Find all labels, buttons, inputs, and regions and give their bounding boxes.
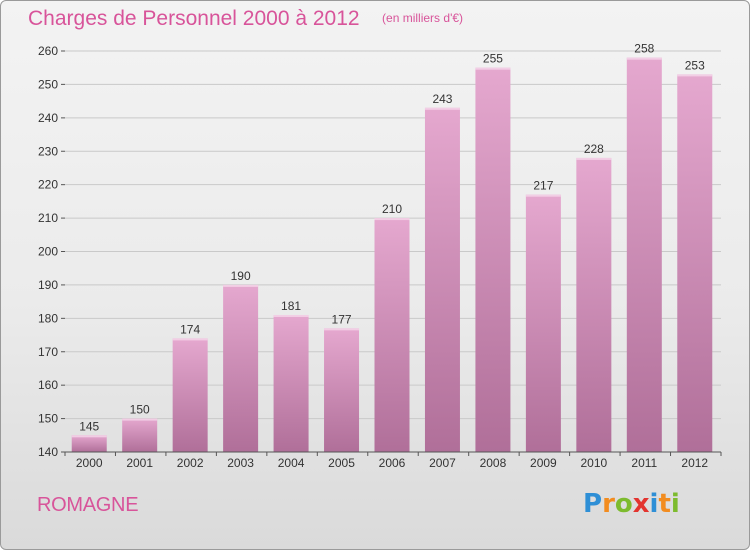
data-label: 174: [180, 322, 200, 336]
bar-highlight: [525, 194, 561, 197]
logo-letter: r: [602, 489, 615, 519]
bar-highlight: [677, 74, 713, 77]
bar-2012: [677, 74, 713, 453]
chart-subtitle: (en milliers d'€): [382, 11, 464, 25]
logo-letter: P: [583, 489, 603, 519]
bars: [71, 57, 713, 453]
bar-2009: [525, 194, 561, 453]
bar-2001: [122, 418, 158, 452]
logo-letter: x: [632, 489, 650, 519]
data-label: 190: [231, 269, 251, 283]
title-row: Charges de Personnel 2000 à 2012 (en mil…: [28, 7, 463, 31]
x-tick-label: 2002: [177, 456, 204, 470]
proxiti-logo: Proxiti: [583, 489, 680, 519]
bar-2006: [374, 218, 410, 452]
y-tick-label: 200: [38, 245, 58, 259]
data-label: 228: [584, 142, 604, 156]
bar-highlight: [324, 328, 360, 331]
logo-letter: i: [649, 489, 659, 519]
y-tick-label: 260: [38, 44, 58, 58]
y-tick-label: 150: [38, 412, 58, 426]
x-tick-label: 2012: [681, 456, 708, 470]
y-tick-label: 230: [38, 144, 58, 158]
bar-2003: [223, 284, 259, 452]
bar-2002: [172, 338, 208, 452]
data-label: 181: [281, 299, 301, 313]
bar-2011: [626, 57, 662, 452]
y-tick-label: 240: [38, 111, 58, 125]
data-label: 150: [130, 403, 150, 417]
y-tick-label: 210: [38, 211, 58, 225]
y-tick-label: 170: [38, 345, 58, 359]
y-tick-label: 160: [38, 378, 58, 392]
y-tick-label: 220: [38, 178, 58, 192]
data-label: 253: [685, 58, 705, 72]
bar-highlight: [475, 67, 511, 70]
data-label: 243: [432, 92, 452, 106]
bar-2004: [273, 314, 309, 452]
y-tick-label: 250: [38, 77, 58, 91]
logo-letter: o: [614, 489, 633, 519]
data-label: 210: [382, 202, 402, 216]
x-tick-label: 2000: [76, 456, 103, 470]
y-tick-label: 190: [38, 278, 58, 292]
x-tick-label: 2007: [429, 456, 456, 470]
x-tick-label: 2011: [631, 456, 657, 470]
bar-highlight: [424, 107, 460, 110]
x-tick-label: 2003: [227, 456, 254, 470]
x-axis-ticks: 2000 2001 2002 2003 2004 2005 2006 2007 2008 2009…: [64, 452, 722, 470]
bar-highlight: [71, 435, 107, 438]
x-tick-label: 2005: [328, 456, 355, 470]
x-tick-label: 2008: [480, 456, 507, 470]
bar-highlight: [122, 418, 158, 421]
x-tick-label: 2004: [278, 456, 305, 470]
data-labels: 145 150 174 190 181 177 210 243 255 217 228 258 253: [79, 42, 705, 434]
bar-highlight: [626, 57, 662, 60]
data-label: 258: [634, 42, 654, 56]
x-tick-label: 2006: [379, 456, 406, 470]
x-tick-label: 2009: [530, 456, 557, 470]
place-name: ROMAGNE: [37, 494, 139, 516]
data-label: 177: [332, 312, 352, 326]
data-label: 145: [79, 419, 99, 433]
logo-letter: i: [670, 489, 680, 519]
x-tick-label: 2010: [580, 456, 607, 470]
y-tick-label: 180: [38, 311, 58, 325]
logo-letter: t: [658, 489, 671, 519]
bar-2005: [324, 328, 360, 452]
bar-highlight: [576, 157, 612, 160]
y-axis-ticks: 140 150 160 170 180 190 200 210 220 230 240 250 260: [38, 44, 65, 459]
data-label: 217: [533, 179, 553, 193]
x-tick-label: 2001: [126, 456, 153, 470]
bar-2000: [71, 435, 107, 452]
bar-highlight: [273, 314, 309, 317]
bar-highlight: [374, 218, 410, 221]
data-label: 255: [483, 52, 503, 66]
chart-title: Charges de Personnel 2000 à 2012: [28, 7, 360, 30]
bar-2008: [475, 67, 511, 452]
y-tick-label: 140: [38, 445, 58, 459]
bar-highlight: [172, 338, 208, 341]
bar-2007: [424, 107, 460, 452]
bar-highlight: [223, 284, 259, 287]
bar-2010: [576, 157, 612, 452]
